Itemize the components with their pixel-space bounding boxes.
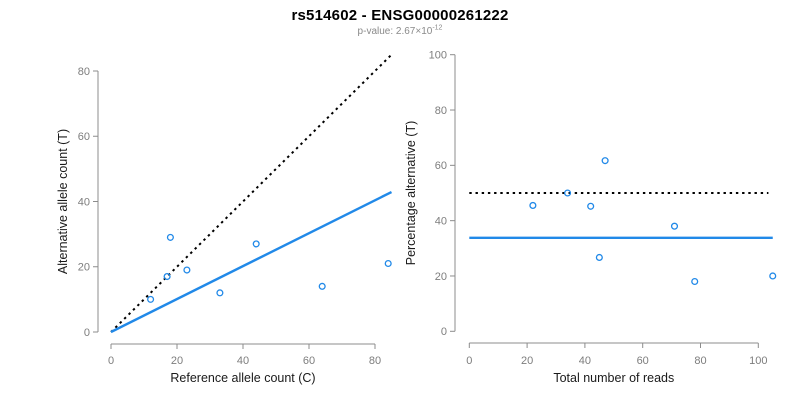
y-tick-label: 100 (429, 50, 447, 62)
y-axis-title: Alternative allele count (T) (56, 129, 70, 274)
x-tick-label: 40 (237, 355, 249, 367)
y-tick-label: 0 (84, 327, 90, 339)
data-point (691, 277, 699, 286)
y-tick-label: 40 (435, 215, 447, 227)
x-tick-label: 60 (303, 355, 315, 367)
x-axis-title: Reference allele count (C) (170, 371, 315, 385)
data-point (166, 233, 174, 241)
data-point (147, 295, 155, 303)
data-point (595, 253, 603, 261)
data-point (529, 201, 537, 209)
y-tick-label: 80 (78, 66, 90, 78)
data-point (384, 259, 392, 268)
x-tick-label: 0 (466, 355, 472, 367)
plot-title: rs514602 - ENSG00000261222 (291, 7, 509, 24)
panel-allele-counts: 0 20 40 60 80 0 20 40 60 80 Reference allele count… (56, 53, 393, 385)
data-point (216, 289, 224, 297)
x-tick-label: 80 (369, 355, 381, 367)
x-tick-label: 20 (171, 355, 183, 367)
x-tick-label: 40 (579, 355, 591, 367)
y-tick-label: 20 (435, 271, 447, 283)
data-point (564, 189, 572, 197)
y-tick-label: 0 (441, 326, 447, 338)
x-tick-label: 60 (637, 355, 649, 367)
y-tick-label: 80 (435, 105, 447, 117)
data-point (252, 240, 260, 248)
data-point (670, 222, 679, 230)
panel-percentage-alternative: 0 20 40 60 80 100 0 20 40 60 80 100 Total number of … (404, 50, 777, 385)
p-value-subtitle: p-value: 2.67×10-12 (0, 24, 800, 37)
identity-line (110, 53, 393, 333)
x-tick-label: 0 (108, 355, 114, 367)
p-value-exponent: -12 (432, 24, 443, 32)
y-axis-title: Percentage alternative (T) (404, 121, 418, 266)
x-tick-label: 20 (521, 355, 533, 367)
data-point (587, 202, 595, 210)
p-value-text: p-value: 2.67×10 (357, 26, 433, 37)
data-point (769, 272, 777, 280)
x-tick-label: 80 (694, 355, 706, 367)
x-tick-label: 100 (749, 355, 767, 367)
y-tick-label: 60 (78, 131, 90, 143)
y-tick-label: 40 (78, 196, 90, 208)
y-tick-label: 60 (435, 160, 447, 172)
data-point (183, 266, 191, 274)
data-point (601, 157, 609, 165)
y-tick-label: 20 (78, 262, 90, 274)
data-point (163, 272, 171, 281)
x-axis-title: Total number of reads (553, 371, 674, 385)
data-point (318, 282, 326, 290)
fit-line (110, 190, 393, 334)
